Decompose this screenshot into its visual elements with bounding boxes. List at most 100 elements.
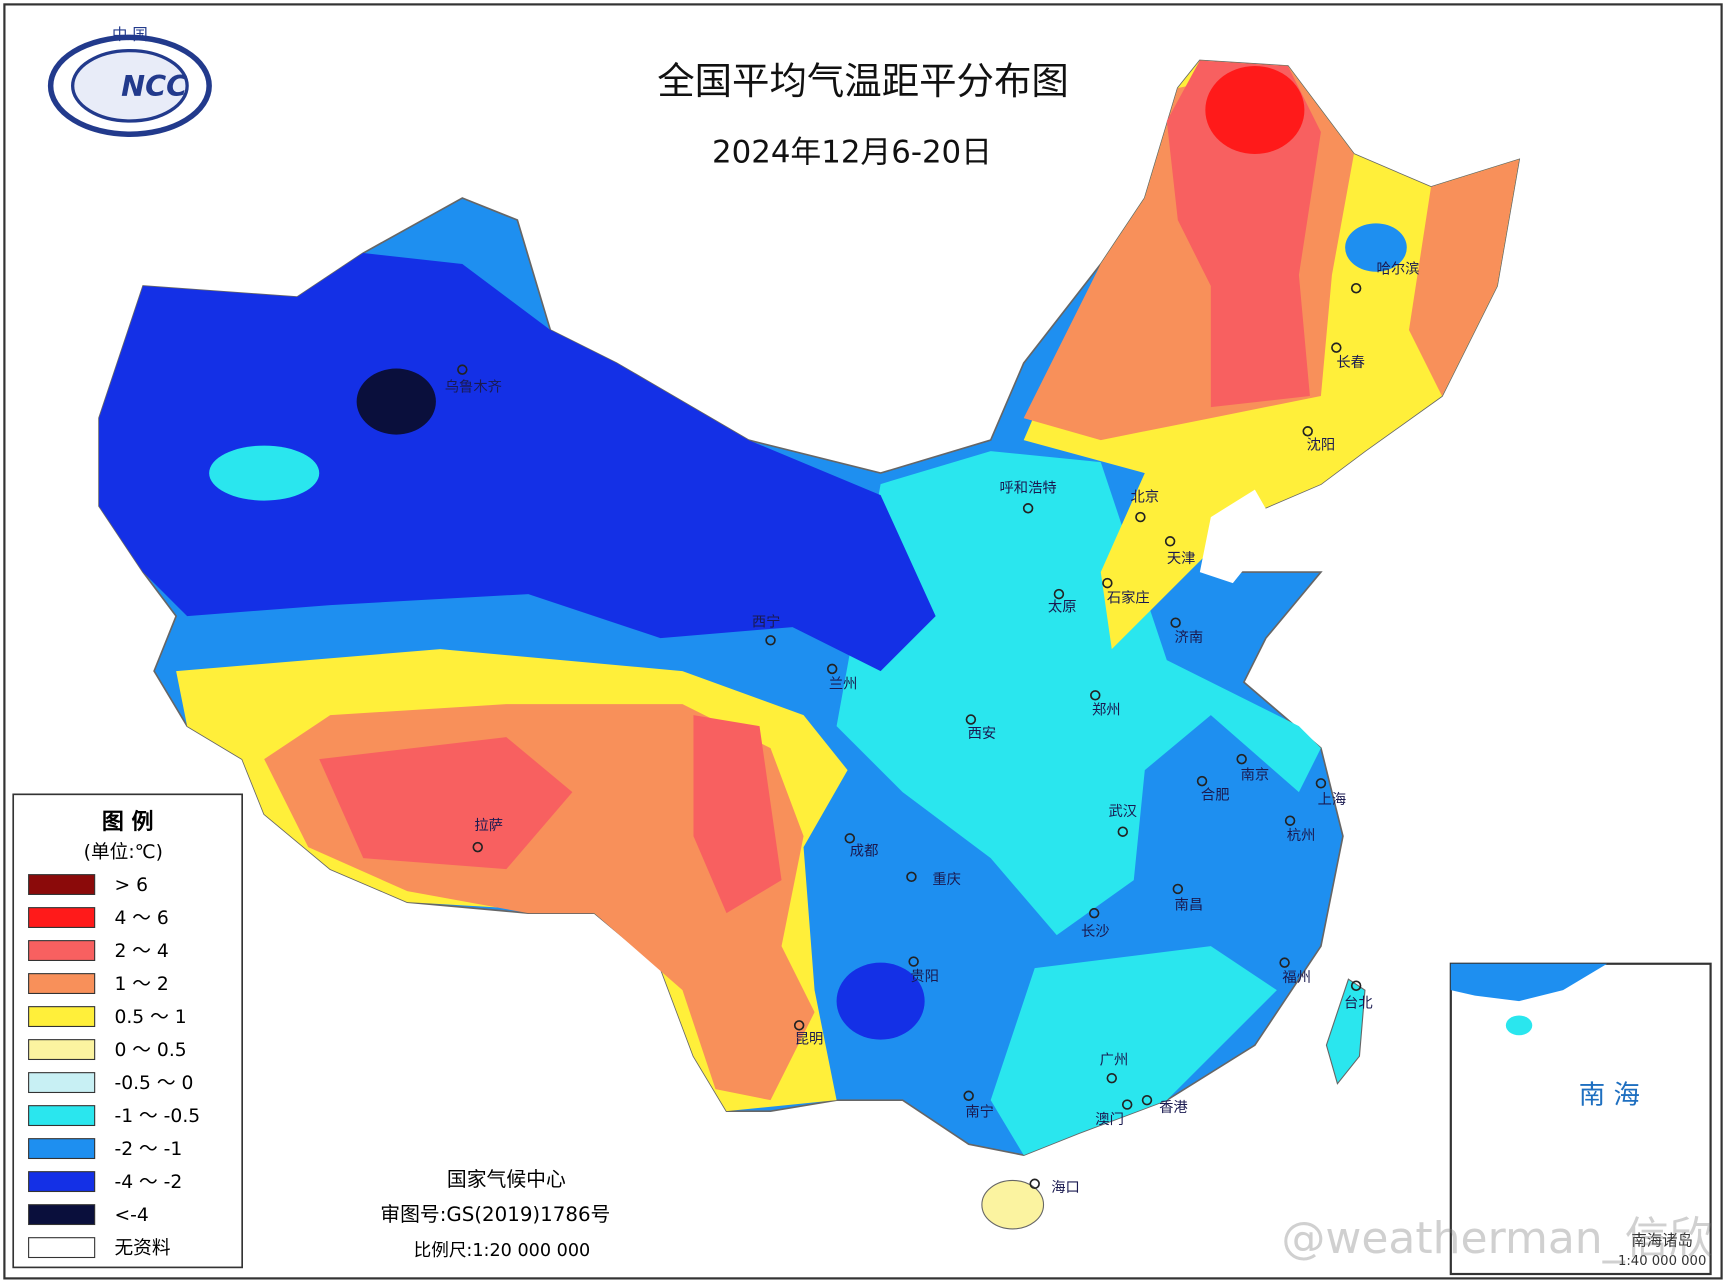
zone-red-sw <box>319 737 573 870</box>
logo-top: 中 国 <box>112 26 148 44</box>
city-marker <box>793 1020 805 1031</box>
city-label: 郑州 <box>1092 702 1121 719</box>
legend-label: -4 ～ -2 <box>114 1172 182 1193</box>
city-label: 太原 <box>1048 598 1077 615</box>
legend-label: -1 ～ -0.5 <box>114 1106 200 1127</box>
legend-swatch <box>28 973 96 995</box>
legend-swatch <box>28 874 96 895</box>
legend-items: > 6 4 ～ 6 2 ～ 4 1 ～ 2 0.5 ～ 1 0 ～ 0.5 -0.5 ～ 0… <box>28 874 200 1259</box>
title: 全国平均气温距平分布图 <box>657 59 1069 103</box>
city-label: 澳门 <box>1095 1111 1124 1128</box>
city-marker <box>1284 815 1296 826</box>
taiwan <box>1325 978 1366 1085</box>
city-label: 重庆 <box>932 871 961 888</box>
zone-cyan-south <box>990 946 1277 1156</box>
legend-swatch <box>28 1171 96 1193</box>
legend-title: 图 例 <box>102 810 154 835</box>
city-marker <box>472 841 483 853</box>
city-marker <box>1279 957 1290 968</box>
city-marker <box>1121 1099 1133 1110</box>
city-label: 拉萨 <box>474 817 503 834</box>
city-marker <box>1053 588 1065 600</box>
zone-red-tibet-east <box>693 715 782 914</box>
city-marker <box>1029 1178 1040 1190</box>
subtitle: 2024年12月6-20日 <box>712 135 992 171</box>
city-marker <box>826 663 838 675</box>
watermark: @weatherman_信欣 <box>1281 1213 1712 1264</box>
city-marker <box>1164 536 1176 547</box>
logo: 中 国 NCC <box>47 26 212 137</box>
legend-label: 4 ～ 6 <box>114 908 168 929</box>
legend-swatch <box>28 1105 96 1127</box>
city-label: 合肥 <box>1201 786 1230 803</box>
city-label: 兰州 <box>829 675 858 692</box>
legend-label: 1 ～ 2 <box>114 974 168 995</box>
legend-swatch <box>28 1138 96 1160</box>
legend-label: 0.5 ～ 1 <box>114 1007 186 1028</box>
city-label: 南京 <box>1241 767 1270 784</box>
city-marker <box>1117 826 1129 837</box>
city-label: 上海 <box>1318 791 1347 808</box>
city-label: 杭州 <box>1287 827 1316 844</box>
city-marker <box>765 635 776 646</box>
city-marker <box>906 871 917 883</box>
city-marker <box>457 364 468 375</box>
footer-scale: 比例尺:1:20 000 000 <box>414 1241 591 1261</box>
city-marker <box>908 956 919 967</box>
legend-swatch <box>28 907 96 928</box>
footer-org: 国家气候中心 <box>447 1168 566 1191</box>
city-label: 长沙 <box>1081 923 1110 940</box>
legend-swatch <box>28 1006 96 1028</box>
zone-red-ne <box>1166 60 1321 408</box>
city-label: 呼和浩特 <box>1000 479 1057 496</box>
zone-deepblue-nw <box>99 253 936 672</box>
zone-blue-harbin <box>1345 223 1407 272</box>
city-label: 南宁 <box>965 1103 994 1120</box>
map-shapes <box>98 59 1521 1230</box>
legend-box <box>12 793 243 1269</box>
city-marker <box>1196 775 1208 787</box>
legend-label: 0 ～ 0.5 <box>114 1040 186 1061</box>
zone-red-strong <box>1205 66 1305 155</box>
zone-cyan <box>836 451 1321 936</box>
city-label: 沈阳 <box>1307 437 1336 454</box>
inset-scale: 1:40 000 000 <box>1618 1254 1706 1269</box>
legend-label: -2 ～ -1 <box>114 1139 182 1160</box>
inset-frame <box>1449 962 1712 1276</box>
city-label: 武汉 <box>1108 803 1137 820</box>
city-marker <box>1172 883 1184 895</box>
city-label: 南昌 <box>1175 896 1204 913</box>
city-marker <box>963 1090 974 1101</box>
city-marker <box>965 714 977 725</box>
zone-cyan-xj <box>209 445 320 501</box>
city-marker <box>1350 980 1362 991</box>
city-label: 台北 <box>1344 994 1373 1011</box>
city-marker <box>1088 907 1100 919</box>
legend-label: <-4 <box>114 1205 148 1226</box>
city-label: 天津 <box>1167 550 1196 567</box>
city-label: 广州 <box>1100 1052 1129 1069</box>
city-marker <box>844 833 856 844</box>
inset-coast <box>1450 963 1608 1002</box>
city-marker <box>1315 778 1327 789</box>
inset: 南 海 南海诸岛 1:40 000 000 <box>1449 962 1712 1276</box>
legend-label: 2 ～ 4 <box>114 941 168 962</box>
legend-label: -0.5 ～ 0 <box>114 1073 193 1094</box>
inset-note: 南海诸岛 <box>1631 1231 1693 1249</box>
city-marker <box>1022 503 1034 514</box>
city-label: 昆明 <box>795 1032 824 1048</box>
legend-swatch <box>28 1039 96 1061</box>
bohai-sea <box>1199 489 1277 584</box>
city-label: 福州 <box>1282 969 1311 986</box>
city-label: 贵阳 <box>910 968 939 985</box>
hainan <box>981 1179 1045 1230</box>
city-label: 西安 <box>968 725 997 742</box>
city-label: 成都 <box>850 843 879 860</box>
city-label: 长春 <box>1336 354 1365 371</box>
city-label: 海口 <box>1051 1179 1080 1196</box>
zone-deepblue-guizhou <box>836 962 925 1040</box>
city-marker <box>1090 690 1101 701</box>
city-label: 石家庄 <box>1107 588 1150 606</box>
zone-darkest <box>356 368 436 435</box>
